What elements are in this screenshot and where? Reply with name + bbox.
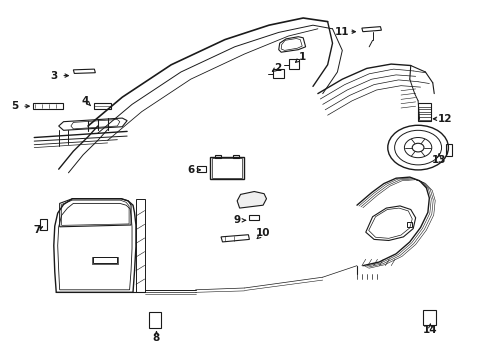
Bar xyxy=(272,69,283,78)
Bar xyxy=(210,157,243,179)
Bar xyxy=(232,155,238,158)
Bar xyxy=(211,158,242,178)
Bar xyxy=(33,103,62,109)
Bar xyxy=(92,257,118,264)
Bar xyxy=(406,222,411,227)
Bar xyxy=(93,257,117,263)
Text: 8: 8 xyxy=(153,333,160,343)
Bar xyxy=(288,59,299,69)
Text: 1: 1 xyxy=(298,52,305,62)
Text: 2: 2 xyxy=(274,63,281,73)
Bar xyxy=(423,310,435,325)
Text: 13: 13 xyxy=(431,155,446,165)
Text: 5: 5 xyxy=(11,101,18,111)
Bar xyxy=(149,312,161,328)
Bar xyxy=(215,155,221,158)
Bar xyxy=(40,219,47,230)
Polygon shape xyxy=(237,192,266,208)
Text: 7: 7 xyxy=(33,225,41,235)
Text: 14: 14 xyxy=(422,325,437,336)
Text: 12: 12 xyxy=(437,114,451,124)
Bar xyxy=(417,103,430,121)
Text: 11: 11 xyxy=(334,27,349,37)
Bar xyxy=(136,199,144,292)
Bar xyxy=(196,166,206,172)
Text: 6: 6 xyxy=(187,165,194,175)
Bar xyxy=(249,215,259,220)
Text: 4: 4 xyxy=(81,96,89,106)
Text: 9: 9 xyxy=(233,215,240,225)
Text: 3: 3 xyxy=(50,71,57,81)
Bar xyxy=(94,103,111,109)
Text: 10: 10 xyxy=(255,228,270,238)
Bar xyxy=(445,144,451,156)
